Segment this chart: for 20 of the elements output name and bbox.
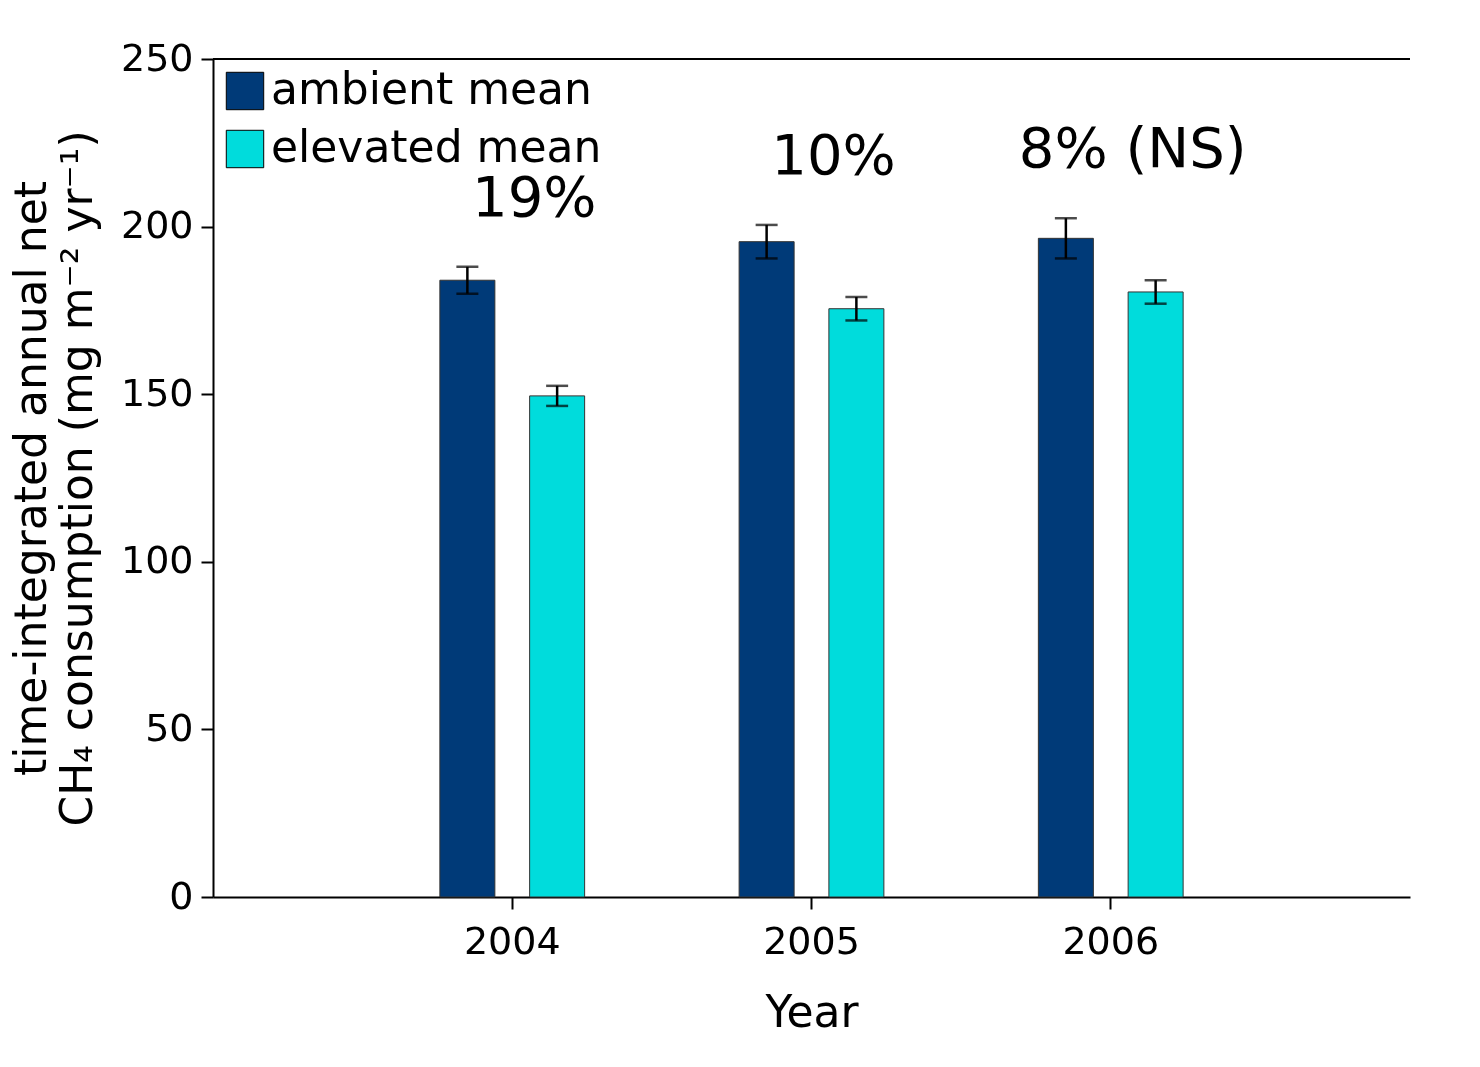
bar (529, 395, 586, 898)
bar (439, 279, 496, 898)
bar (828, 308, 885, 898)
x-tick-label: 2006 (1062, 918, 1160, 963)
annotation: 10% (771, 121, 896, 187)
y-tick-label: 150 (120, 370, 194, 415)
x-tick-label: 2005 (763, 918, 860, 963)
bar (1037, 237, 1094, 898)
y-tick-label: 200 (120, 203, 194, 248)
y-tick-label: 0 (169, 873, 194, 918)
y-axis-title: time-integrated annual net CH₄ consumption (mg m⁻² yr⁻¹) (4, 130, 102, 827)
y-tick-label: 250 (120, 35, 194, 80)
bar (738, 241, 795, 898)
bar (1127, 291, 1184, 898)
annotation: 8% (NS) (1018, 115, 1247, 181)
legend-label: ambient mean (271, 63, 592, 114)
x-axis-title: Year (764, 985, 860, 1037)
x-tick-label: 2004 (463, 918, 561, 963)
y-tick-label: 50 (145, 705, 194, 750)
y-tick-label: 100 (120, 538, 194, 583)
